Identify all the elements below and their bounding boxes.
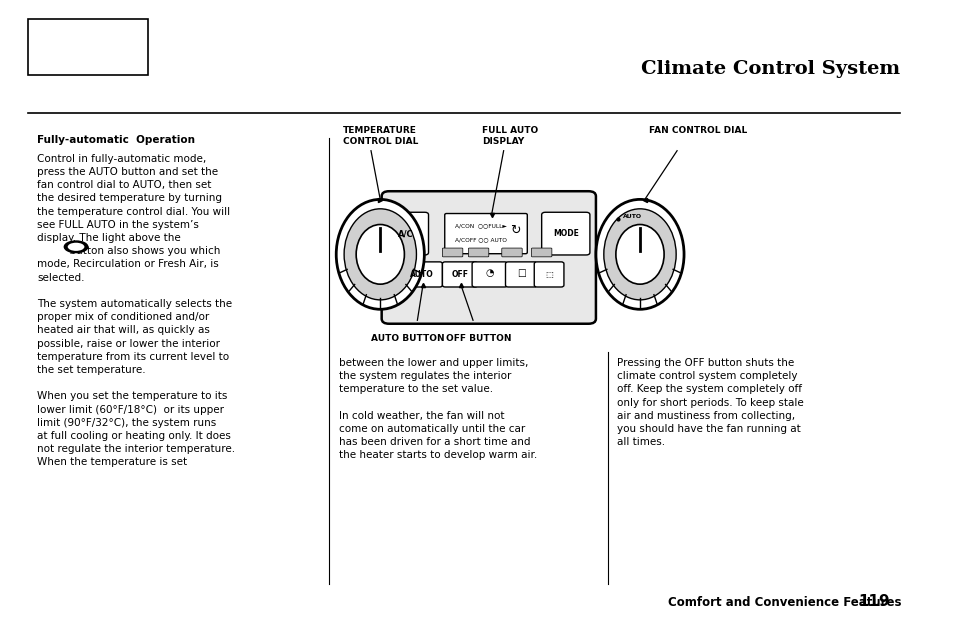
FancyBboxPatch shape — [541, 212, 589, 255]
Text: Control in fully-automatic mode,
press the AUTO button and set the
fan control d: Control in fully-automatic mode, press t… — [37, 154, 235, 467]
Bar — [28, 19, 149, 75]
FancyBboxPatch shape — [501, 248, 521, 257]
FancyBboxPatch shape — [381, 191, 596, 324]
Text: A/CON  ○○FULL►: A/CON ○○FULL► — [455, 224, 507, 229]
FancyBboxPatch shape — [468, 248, 488, 257]
Text: AUTO BUTTON: AUTO BUTTON — [371, 334, 444, 343]
Text: AUTO: AUTO — [410, 270, 434, 279]
Text: OFF BUTTON: OFF BUTTON — [445, 334, 511, 343]
FancyBboxPatch shape — [401, 262, 442, 287]
Text: Climate Control System: Climate Control System — [639, 60, 899, 78]
Text: Fully-automatic  Operation: Fully-automatic Operation — [37, 135, 195, 145]
Text: ⬚: ⬚ — [544, 270, 553, 279]
FancyBboxPatch shape — [505, 262, 537, 287]
Text: OFF: OFF — [451, 270, 468, 279]
Text: A/COFF ○○ AUTO: A/COFF ○○ AUTO — [455, 237, 507, 242]
Ellipse shape — [616, 225, 663, 284]
Ellipse shape — [344, 208, 416, 300]
Text: TEMPERATURE
CONTROL DIAL: TEMPERATURE CONTROL DIAL — [343, 126, 418, 146]
Text: ↻: ↻ — [510, 224, 520, 237]
Text: ☐: ☐ — [517, 269, 525, 279]
Ellipse shape — [65, 241, 88, 252]
FancyBboxPatch shape — [384, 212, 428, 255]
Text: 119: 119 — [858, 594, 889, 609]
FancyBboxPatch shape — [531, 248, 551, 257]
Text: Comfort and Convenience Features: Comfort and Convenience Features — [667, 596, 901, 609]
Text: FAN CONTROL DIAL: FAN CONTROL DIAL — [649, 126, 747, 134]
FancyBboxPatch shape — [444, 214, 527, 254]
Text: Pressing the OFF button shuts the
climate control system completely
off. Keep th: Pressing the OFF button shuts the climat… — [617, 358, 802, 447]
Text: MODE: MODE — [553, 229, 578, 238]
FancyBboxPatch shape — [534, 262, 563, 287]
Text: AUTO: AUTO — [622, 214, 641, 219]
Ellipse shape — [596, 200, 683, 310]
Text: ◔: ◔ — [485, 268, 494, 278]
Ellipse shape — [68, 242, 84, 251]
Ellipse shape — [603, 208, 676, 300]
Text: FULL AUTO
DISPLAY: FULL AUTO DISPLAY — [482, 126, 538, 146]
Text: A/C: A/C — [398, 229, 414, 238]
FancyBboxPatch shape — [442, 248, 462, 257]
Text: between the lower and upper limits,
the system regulates the interior
temperatur: between the lower and upper limits, the … — [338, 358, 537, 460]
FancyBboxPatch shape — [472, 262, 507, 287]
FancyBboxPatch shape — [442, 262, 477, 287]
Ellipse shape — [335, 200, 424, 310]
Ellipse shape — [355, 225, 404, 284]
